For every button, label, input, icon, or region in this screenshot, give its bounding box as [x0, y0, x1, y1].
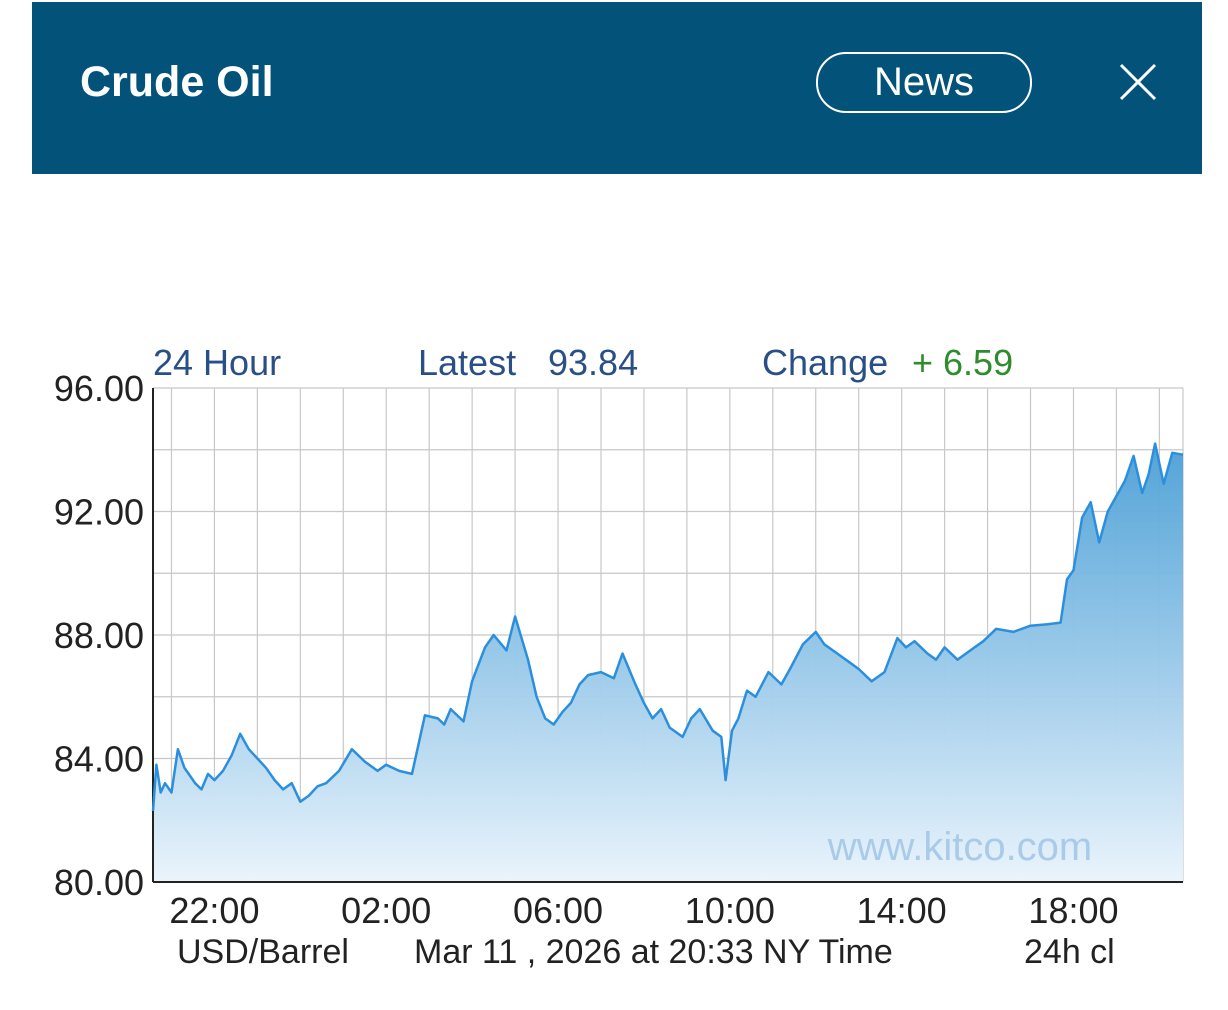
unit-label: USD/Barrel [177, 933, 349, 971]
y-tick-label: 96.00 [54, 368, 144, 409]
watermark: www.kitco.com [827, 825, 1093, 869]
x-tick-label: 14:00 [857, 890, 947, 931]
x-tick-label: 10:00 [685, 890, 775, 931]
y-tick-label: 84.00 [54, 739, 144, 780]
header-bar: Crude Oil News [32, 2, 1202, 174]
close-icon[interactable] [1118, 62, 1158, 102]
price-line [151, 442, 1184, 812]
close-label: 24h cl [1024, 933, 1115, 971]
latest-label: Latest [418, 342, 516, 383]
y-tick-label: 92.00 [54, 492, 144, 533]
x-tick-label: 18:00 [1028, 890, 1118, 931]
price-area [153, 443, 1183, 882]
y-tick-label: 80.00 [54, 862, 144, 903]
period-label: 24 Hour [153, 342, 281, 383]
latest-value: 93.84 [548, 342, 638, 383]
y-tick-label: 88.00 [54, 615, 144, 656]
page-title: Crude Oil [80, 58, 274, 106]
news-button[interactable]: News [816, 52, 1032, 113]
x-tick-label: 06:00 [513, 890, 603, 931]
timestamp-label: Mar 11 , 2026 at 20:33 NY Time [414, 933, 893, 971]
change-value: + 6.59 [912, 342, 1013, 383]
x-tick-label: 02:00 [341, 890, 431, 931]
x-tick-label: 22:00 [169, 890, 259, 931]
change-label: Change [762, 342, 888, 383]
